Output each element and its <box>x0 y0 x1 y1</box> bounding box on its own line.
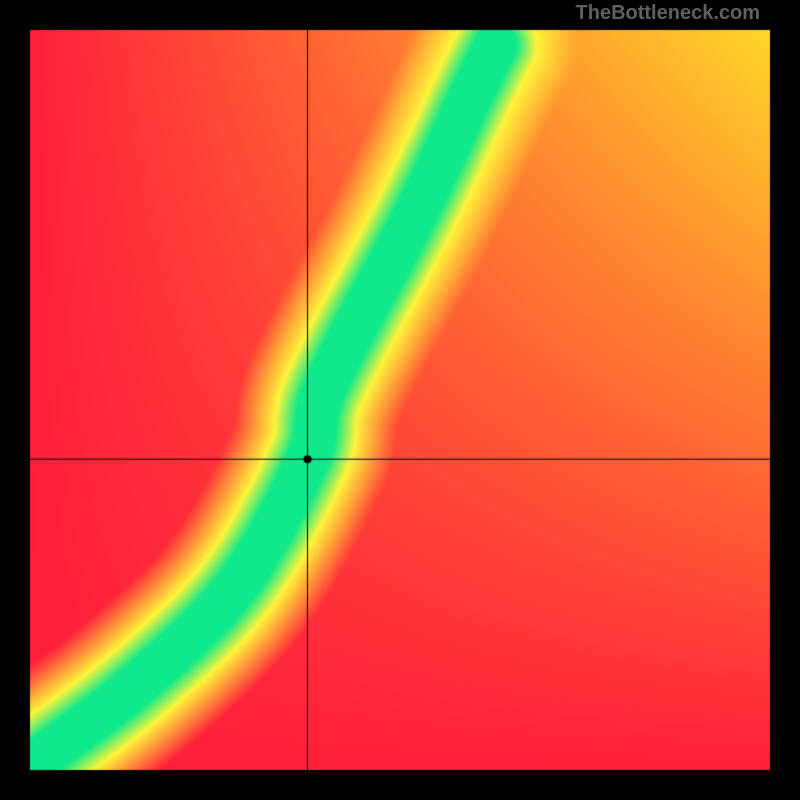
watermark-text: TheBottleneck.com <box>576 2 760 25</box>
heatmap-canvas <box>0 0 800 800</box>
chart-container: TheBottleneck.com <box>0 0 800 800</box>
